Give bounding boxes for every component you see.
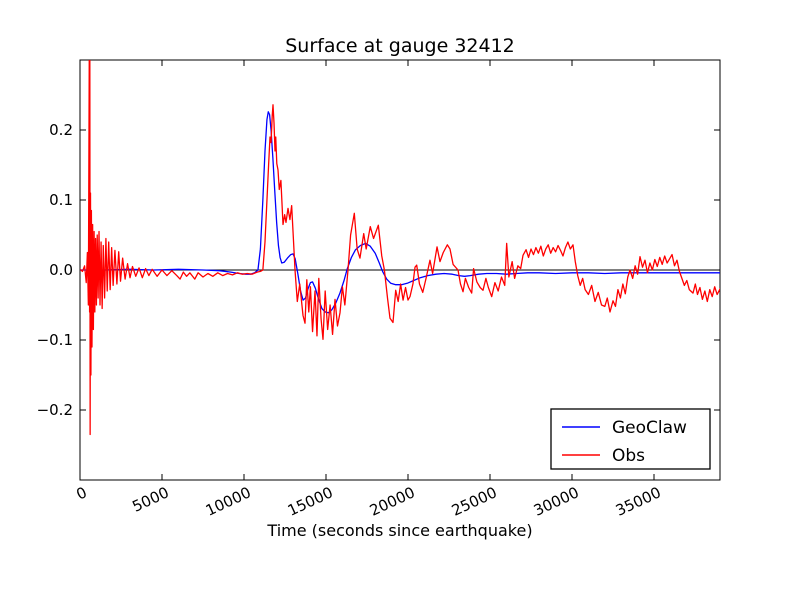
- legend-box: [550, 408, 711, 470]
- x-tick-label: 15000: [285, 483, 336, 519]
- series-line-obs: [80, 60, 720, 436]
- x-axis-label: Time (seconds since earthquake): [266, 521, 532, 540]
- series-layer: [80, 60, 720, 436]
- chart-title: Surface at gauge 32412: [285, 35, 515, 57]
- x-tick-label: 20000: [367, 483, 418, 519]
- y-tick-label: 0.1: [49, 191, 73, 209]
- x-tick-label: 30000: [531, 483, 582, 519]
- y-tick-label: −0.2: [37, 401, 73, 419]
- legend-label-obs: Obs: [612, 446, 645, 466]
- x-tick-label: 35000: [613, 483, 664, 519]
- legend: GeoClaw Obs: [550, 408, 711, 470]
- y-tick-label: −0.1: [37, 331, 73, 349]
- y-tick-label: 0.0: [49, 261, 73, 279]
- x-tick-label: 0: [73, 483, 89, 503]
- x-tick-label: 25000: [449, 483, 500, 519]
- legend-label-geoclaw: GeoClaw: [612, 418, 687, 438]
- y-tick-label: 0.2: [49, 121, 73, 139]
- series-line-geoclaw: [80, 111, 720, 314]
- x-tick-label: 5000: [129, 483, 171, 515]
- x-tick-label: 10000: [203, 483, 254, 519]
